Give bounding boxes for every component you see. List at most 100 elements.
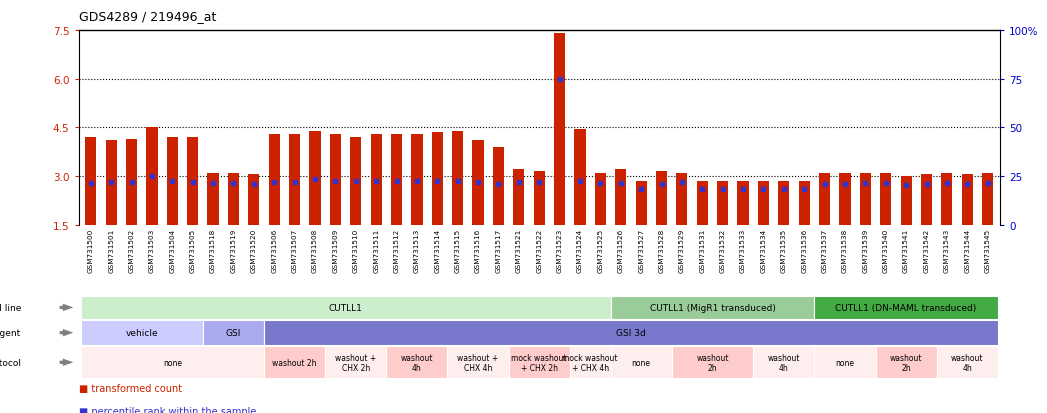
Text: GSM731520: GSM731520 xyxy=(251,229,257,273)
Text: GSM731500: GSM731500 xyxy=(88,229,94,273)
Bar xyxy=(676,173,688,225)
Text: none: none xyxy=(631,358,650,367)
Bar xyxy=(961,175,973,225)
Bar xyxy=(534,172,544,225)
Text: GSM731524: GSM731524 xyxy=(577,229,583,273)
Bar xyxy=(941,173,953,225)
Text: GSM731545: GSM731545 xyxy=(984,229,990,273)
Bar xyxy=(203,320,264,345)
Bar xyxy=(753,347,815,378)
Bar xyxy=(616,170,626,225)
Text: GSM731531: GSM731531 xyxy=(699,229,706,273)
Text: washout
2h: washout 2h xyxy=(696,353,729,372)
Text: washout
4h: washout 4h xyxy=(401,353,433,372)
Text: GSM731517: GSM731517 xyxy=(495,229,502,273)
Bar xyxy=(595,173,606,225)
Text: GSM731522: GSM731522 xyxy=(536,229,542,273)
Text: GSM731538: GSM731538 xyxy=(842,229,848,273)
Text: GSM731514: GSM731514 xyxy=(435,229,441,273)
Text: GSM731543: GSM731543 xyxy=(944,229,950,273)
Text: GSM731527: GSM731527 xyxy=(638,229,644,273)
Text: GSM731526: GSM731526 xyxy=(618,229,624,273)
Bar xyxy=(452,131,463,225)
Text: GSM731505: GSM731505 xyxy=(190,229,196,273)
Bar xyxy=(610,347,672,378)
Text: none: none xyxy=(836,358,854,367)
Bar xyxy=(187,138,198,225)
Text: GSM731502: GSM731502 xyxy=(129,229,134,273)
Text: GSM731509: GSM731509 xyxy=(332,229,338,273)
Text: protocol: protocol xyxy=(0,358,21,367)
Bar xyxy=(81,347,264,378)
Bar xyxy=(778,181,789,225)
Bar xyxy=(81,296,610,320)
Bar xyxy=(447,347,509,378)
Text: GSM731521: GSM731521 xyxy=(516,229,521,273)
Text: washout 2h: washout 2h xyxy=(272,358,317,367)
Bar xyxy=(106,141,117,225)
Text: ■ transformed count: ■ transformed count xyxy=(79,383,181,393)
Text: CUTLL1 (MigR1 transduced): CUTLL1 (MigR1 transduced) xyxy=(649,303,776,312)
Text: GSM731523: GSM731523 xyxy=(557,229,562,273)
Bar xyxy=(840,173,850,225)
Bar xyxy=(371,135,382,225)
Text: GSM731516: GSM731516 xyxy=(475,229,481,273)
Bar xyxy=(921,175,932,225)
Text: GSM731503: GSM731503 xyxy=(149,229,155,273)
Text: GSM731510: GSM731510 xyxy=(353,229,359,273)
Text: GSM731528: GSM731528 xyxy=(659,229,665,273)
Bar xyxy=(431,133,443,225)
Text: GSM731518: GSM731518 xyxy=(210,229,216,273)
Text: washout
4h: washout 4h xyxy=(767,353,800,372)
Bar xyxy=(509,347,570,378)
Text: GSM731519: GSM731519 xyxy=(230,229,237,273)
Bar xyxy=(610,296,815,320)
Bar xyxy=(575,130,585,225)
Text: GSM731515: GSM731515 xyxy=(454,229,461,273)
Text: washout +
CHX 4h: washout + CHX 4h xyxy=(458,353,498,372)
Bar xyxy=(126,139,137,225)
Bar xyxy=(85,138,96,225)
Text: washout
2h: washout 2h xyxy=(890,353,922,372)
Bar xyxy=(815,296,998,320)
Text: GSM731512: GSM731512 xyxy=(394,229,400,273)
Bar xyxy=(860,173,871,225)
Bar xyxy=(799,181,809,225)
Bar xyxy=(391,135,402,225)
Text: washout
4h: washout 4h xyxy=(951,353,983,372)
Text: CUTLL1 (DN-MAML transduced): CUTLL1 (DN-MAML transduced) xyxy=(836,303,977,312)
Bar xyxy=(875,347,937,378)
Bar xyxy=(330,135,341,225)
Text: GDS4289 / 219496_at: GDS4289 / 219496_at xyxy=(79,10,216,23)
Text: vehicle: vehicle xyxy=(126,328,158,337)
Bar xyxy=(248,175,260,225)
Bar xyxy=(672,347,753,378)
Bar xyxy=(350,138,361,225)
Bar xyxy=(147,128,157,225)
Text: GSM731529: GSM731529 xyxy=(678,229,685,273)
Text: GSM731540: GSM731540 xyxy=(883,229,889,273)
Bar xyxy=(982,173,994,225)
Text: mock washout
+ CHX 4h: mock washout + CHX 4h xyxy=(562,353,618,372)
Bar xyxy=(289,135,300,225)
Bar xyxy=(493,147,504,225)
Text: GSM731532: GSM731532 xyxy=(719,229,726,273)
Bar xyxy=(513,170,525,225)
Text: GSM731525: GSM731525 xyxy=(598,229,603,273)
Bar xyxy=(81,320,203,345)
Text: GSM731542: GSM731542 xyxy=(923,229,930,273)
Text: GSM731539: GSM731539 xyxy=(863,229,868,273)
Text: ■ percentile rank within the sample: ■ percentile rank within the sample xyxy=(79,406,255,413)
Text: none: none xyxy=(162,358,182,367)
Text: GSM731508: GSM731508 xyxy=(312,229,318,273)
Bar xyxy=(717,181,729,225)
Text: GSI 3d: GSI 3d xyxy=(616,328,646,337)
Bar xyxy=(228,173,239,225)
Text: GSM731507: GSM731507 xyxy=(292,229,297,273)
Text: GSM731535: GSM731535 xyxy=(781,229,786,273)
Bar xyxy=(386,347,447,378)
Bar xyxy=(937,347,998,378)
Text: GSM731537: GSM731537 xyxy=(822,229,827,273)
Bar xyxy=(737,181,749,225)
Bar xyxy=(881,173,891,225)
